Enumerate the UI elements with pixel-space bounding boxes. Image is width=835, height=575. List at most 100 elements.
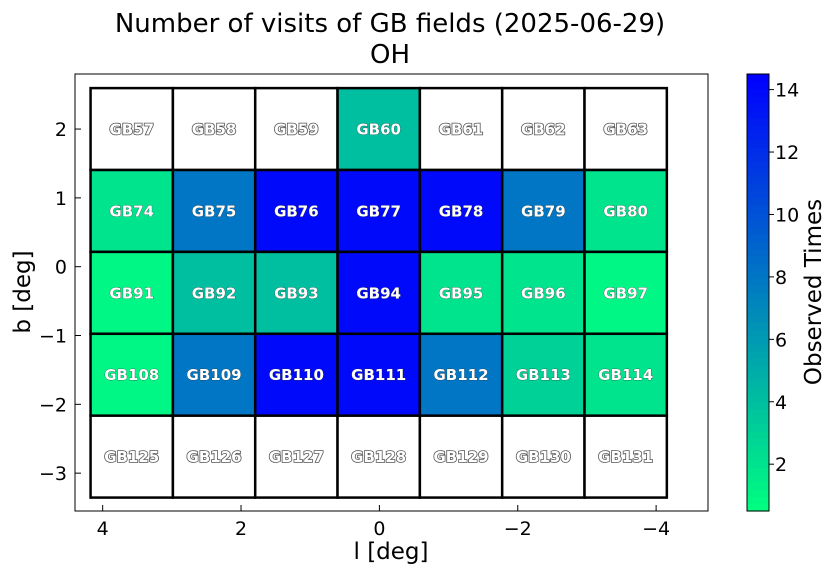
field-cell[interactable]: GB95 [418,250,504,336]
colorbar-segment [747,496,769,505]
field-cell[interactable]: GB91 [89,250,175,336]
field-cell[interactable]: GB125 [89,414,175,499]
colorbar-segment [747,452,769,461]
field-cell[interactable]: GB58 [171,86,257,172]
field-cell[interactable]: GB74 [89,168,175,254]
colorbar-segment [747,489,769,498]
field-cell-box[interactable] [336,86,422,172]
field-cell[interactable]: GB63 [583,86,669,172]
field-cell-box[interactable] [171,168,257,254]
field-cell[interactable]: GB78 [418,168,504,254]
field-cell[interactable]: GB109 [171,332,257,417]
field-cell-box[interactable] [418,168,504,254]
field-cell-box[interactable] [253,250,339,336]
field-label: GB91 [109,284,154,302]
y-axis-ticks: 2 1 0 −1 −2 −3 [39,119,81,485]
field-cell-box[interactable] [253,414,339,499]
colorbar-segment [747,205,769,213]
field-cell[interactable]: GB128 [336,414,422,499]
field-cell[interactable]: GB61 [418,86,504,172]
colorbar-segment [747,81,769,90]
y-tick-label: 0 [55,257,67,279]
field-cell[interactable]: GB127 [253,414,339,499]
field-cell-box[interactable] [89,168,175,254]
field-cell-box[interactable] [89,332,175,417]
colorbar-segment [747,438,769,447]
field-cell-box[interactable] [500,86,586,172]
field-label: GB110 [269,366,324,384]
field-cell[interactable]: GB62 [500,86,586,172]
colorbar-segment [747,103,769,112]
field-cell[interactable]: GB77 [336,168,422,254]
field-label: GB130 [516,448,571,466]
field-cell-box[interactable] [336,414,422,499]
colorbar-tick-label: 10 [775,204,799,226]
field-cell-box[interactable] [336,168,422,254]
field-label: GB74 [109,202,154,220]
colorbar-segment [747,256,769,264]
colorbar-segment [747,379,769,388]
colorbar-segment [747,190,769,199]
field-label: GB93 [274,284,319,302]
colorbar-segment [747,314,769,323]
y-tick-label: −3 [39,463,67,485]
field-cell[interactable]: GB80 [583,168,669,254]
field-cell-box[interactable] [171,332,257,417]
colorbar-segment [747,401,769,410]
field-cell-box[interactable] [583,86,669,172]
x-tick-label: 0 [373,518,385,540]
colorbar-tick-label: 6 [775,329,787,351]
field-label: GB79 [521,202,566,220]
field-cell[interactable]: GB129 [418,414,504,499]
y-axis-label: b [deg] [10,250,36,333]
field-cell[interactable]: GB96 [500,250,586,336]
field-grid: GB57 GB58 GB59 GB60 GB61 GB62 GB63 GB74 GB75 GB76… [89,86,669,499]
field-cell-box[interactable] [500,332,586,417]
field-cell-box[interactable] [171,414,257,499]
field-cell[interactable]: GB60 [336,86,422,172]
field-cell[interactable]: GB79 [500,168,586,254]
field-cell[interactable]: GB112 [418,332,504,417]
field-cell[interactable]: GB113 [500,332,586,417]
field-cell-box[interactable] [89,250,175,336]
field-cell-box[interactable] [418,332,504,417]
plot-frame [74,73,709,512]
field-cell[interactable]: GB75 [171,168,257,254]
field-cell[interactable]: GB130 [500,414,586,499]
field-cell-box[interactable] [583,168,669,254]
field-label: GB57 [109,121,154,139]
field-label: GB58 [192,121,237,139]
field-cell[interactable]: GB59 [253,86,339,172]
field-cell[interactable]: GB110 [253,332,339,417]
colorbar-segment [747,387,769,396]
colorbar-segment [747,88,769,97]
field-cell-box[interactable] [89,414,175,499]
field-cell[interactable]: GB57 [89,86,175,172]
field-cell[interactable]: GB92 [171,250,257,336]
colorbar-segment [747,372,769,381]
field-label: GB61 [439,121,484,139]
field-cell[interactable]: GB131 [583,414,669,499]
y-tick-label: −2 [39,394,67,416]
field-label: GB97 [603,284,648,302]
field-cell[interactable]: GB111 [336,332,422,417]
field-cell[interactable]: GB108 [89,332,175,417]
x-axis-ticks: 4 2 0 −2 −4 [97,505,670,540]
field-cell[interactable]: GB97 [583,250,669,336]
field-cell-box[interactable] [583,414,669,499]
colorbar-tick-label: 2 [775,454,787,476]
colorbar-segment [747,263,769,272]
colorbar-gradient [747,74,769,512]
field-cell[interactable]: GB114 [583,332,669,417]
colorbar-segment [747,481,769,490]
colorbar: 2 4 6 8 10 12 14 Observed Times [746,73,827,512]
x-tick-label: 4 [97,518,109,540]
field-cell[interactable]: GB93 [253,250,339,336]
field-cell[interactable]: GB126 [171,414,257,499]
field-cell[interactable]: GB94 [336,250,422,336]
field-cell-box[interactable] [171,250,257,336]
colorbar-segment [747,277,769,286]
field-cell-box[interactable] [500,250,586,336]
field-cell[interactable]: GB76 [253,168,339,254]
